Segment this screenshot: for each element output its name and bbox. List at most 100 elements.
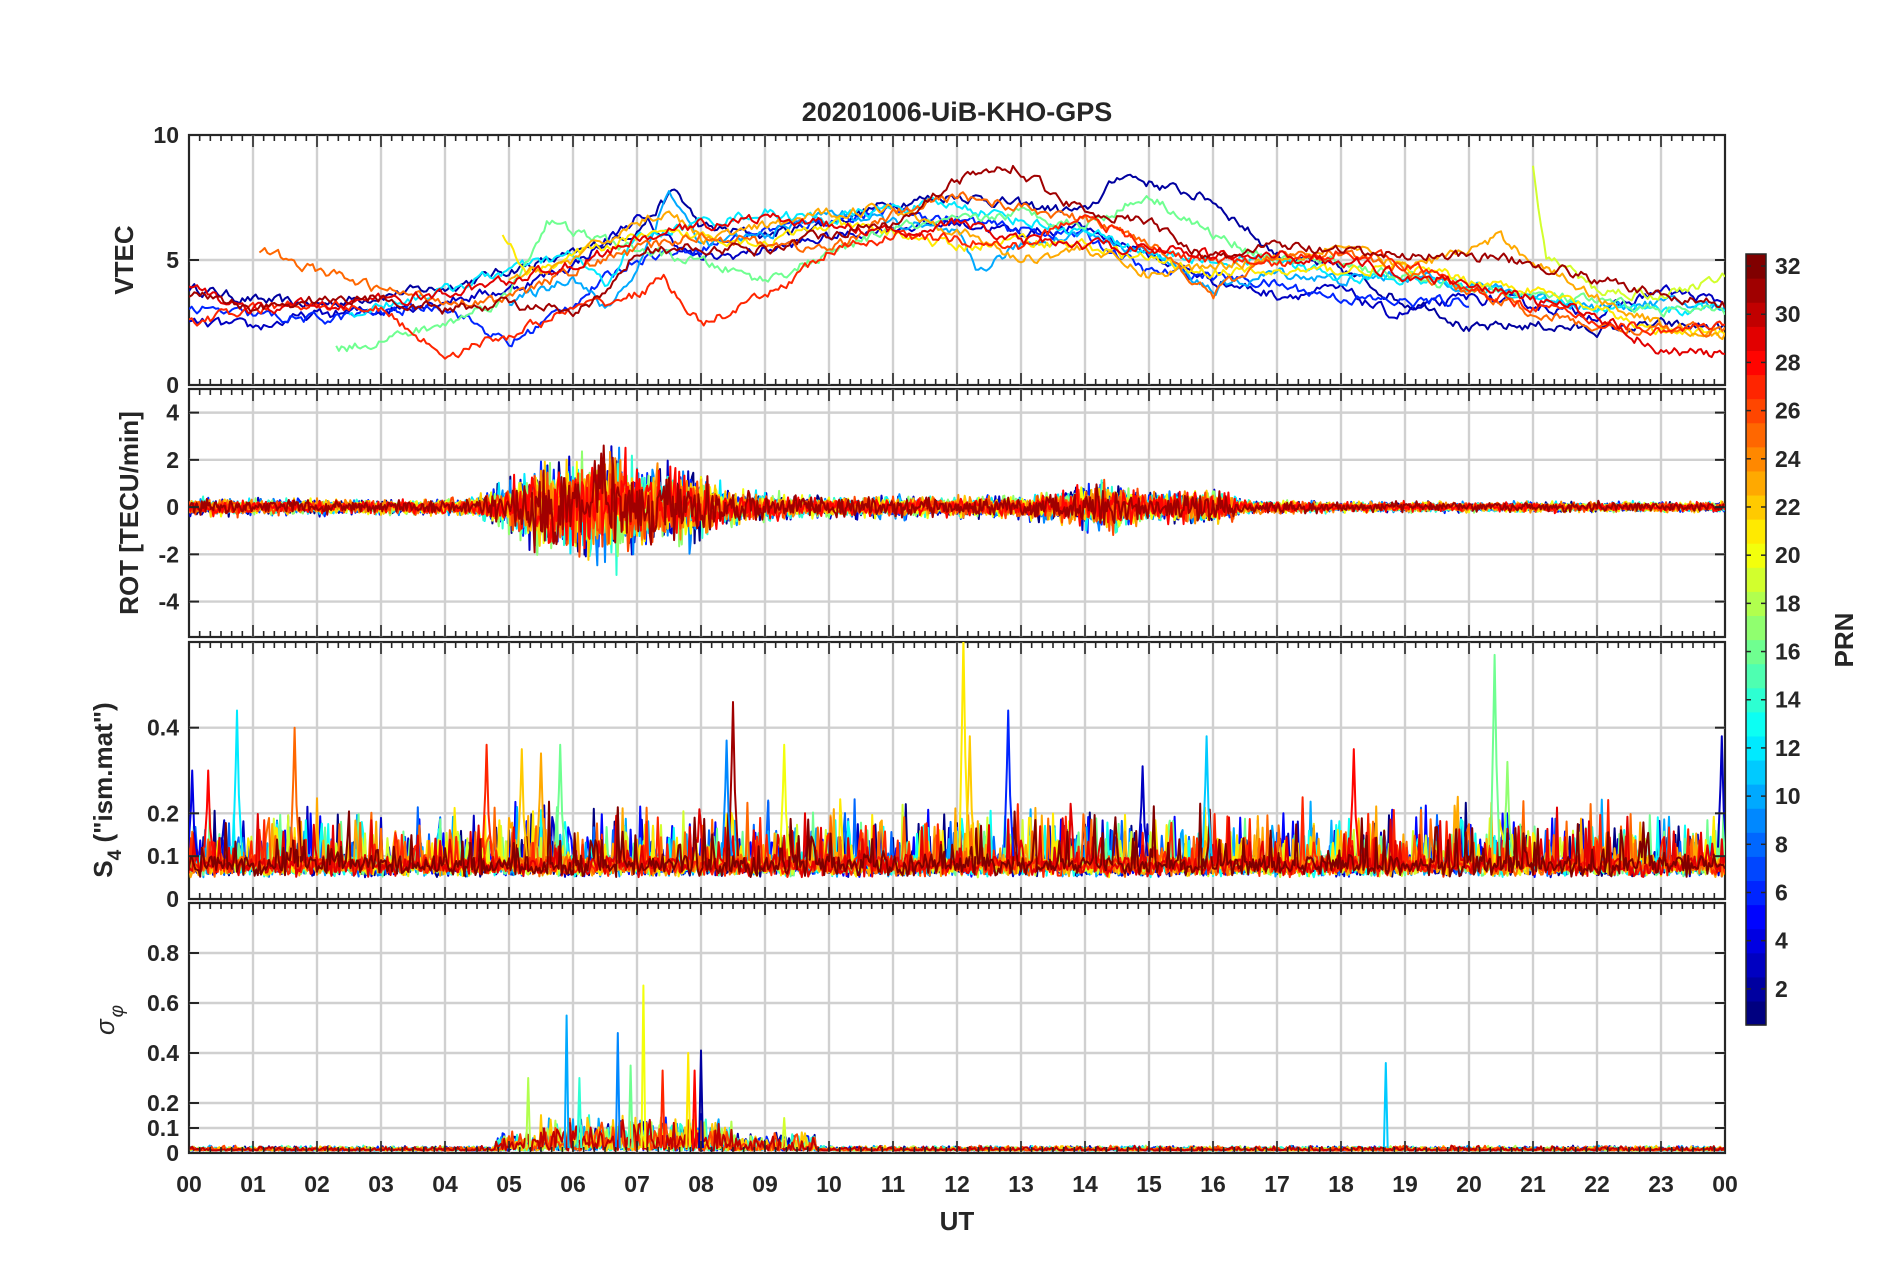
s4-spike-prn-3 xyxy=(1717,735,1725,848)
panel-rot: -4 -2 0 2 4 ROT [TECU/min] xyxy=(114,387,1727,639)
panel-vtec-grid xyxy=(189,135,1725,385)
colorbar-tick-label: 16 xyxy=(1775,639,1801,665)
panel-s4: 0 0.1 0.2 0.4 S4 ("ism.mat") xyxy=(88,640,1727,912)
s4-series-prn-27 xyxy=(189,796,1725,879)
colorbar-tick-label: 24 xyxy=(1775,446,1801,472)
s4-spike-prn-21 xyxy=(958,642,970,857)
x-tick-label: 15 xyxy=(1136,1171,1162,1197)
colorbar-cell-prn-7 xyxy=(1746,856,1766,882)
x-tick-label: 16 xyxy=(1200,1171,1226,1197)
colorbar-cell-prn-27 xyxy=(1746,374,1766,400)
colorbar-tick-label: 22 xyxy=(1775,494,1801,520)
x-tick-label: 07 xyxy=(624,1171,650,1197)
x-tick-label: 08 xyxy=(688,1171,714,1197)
panel-rot-ticks: -4 -2 0 2 4 xyxy=(159,389,1726,637)
colorbar-cell-prn-21 xyxy=(1746,519,1766,544)
sigma-phi-spike-prn-20 xyxy=(640,984,647,1149)
s4-spike-prn-3 xyxy=(1137,765,1149,857)
rot-series-prn-28 xyxy=(189,446,1725,550)
s4-spike-prn-12 xyxy=(232,709,244,857)
colorbar-cell-prn-24 xyxy=(1746,446,1766,472)
x-tick-label: 06 xyxy=(560,1171,586,1197)
panel-vtec-series xyxy=(189,164,1725,360)
s4-spike-prn-6 xyxy=(1003,709,1015,857)
s4-spike-prn-16 xyxy=(555,743,567,857)
y-tick-label: 0 xyxy=(166,494,179,520)
colorbar-cell-prn-6 xyxy=(1746,880,1766,906)
colorbar-cell-prn-4 xyxy=(1746,928,1766,954)
rot-ylabel: ROT [TECU/min] xyxy=(114,411,144,615)
s4-series-prn-32 xyxy=(189,800,1725,878)
colorbar-tick-label: 28 xyxy=(1775,349,1801,375)
y-tick-label: 5 xyxy=(166,247,179,273)
colorbar-cell-prn-16 xyxy=(1746,639,1766,665)
colorbar-tick-label: 18 xyxy=(1775,590,1801,616)
s4-ylabel: S4 ("ism.mat") xyxy=(88,702,126,877)
y-tick-label: 10 xyxy=(153,122,179,148)
y-tick-label: 0.2 xyxy=(147,800,179,826)
y-tick-label: 0 xyxy=(166,1140,179,1166)
panel-sigma-phi-ticks: 00.10.2 0.4 0.6 0.8 xyxy=(147,903,1726,1166)
rot-series-prn-31 xyxy=(189,444,1725,554)
chart-title: 20201006-UiB-KHO-GPS xyxy=(802,97,1113,127)
colorbar-tick-label: 26 xyxy=(1775,398,1801,424)
colorbar-cell-prn-14 xyxy=(1746,687,1766,713)
panel-s4-series xyxy=(189,642,1725,879)
y-tick-label: 2 xyxy=(166,447,179,473)
sigma-phi-spike-prn-9 xyxy=(614,1032,621,1149)
x-tick-label: 19 xyxy=(1392,1171,1418,1197)
s4-spike-prn-28 xyxy=(203,769,215,857)
x-tick-label: 09 xyxy=(752,1171,778,1197)
s4-spike-prn-20 xyxy=(779,743,791,857)
sigma-phi-spike-prn-28 xyxy=(691,1069,698,1149)
colorbar-label: PRN xyxy=(1829,613,1859,668)
sigma-phi-spike-prn-27 xyxy=(659,1069,666,1149)
colorbar-cell-prn-3 xyxy=(1746,952,1766,978)
s4-ylabel-sub: 4 xyxy=(105,849,126,860)
s4-ylabel-rest: ("ism.mat") xyxy=(88,702,118,849)
colorbar-cell-prn-1 xyxy=(1746,1000,1766,1026)
sigma-phi-spike-prn-21 xyxy=(685,1052,692,1149)
x-tick-label: 00 xyxy=(176,1171,202,1197)
s4-ylabel-main: S xyxy=(88,860,118,877)
x-tick-label: 10 xyxy=(816,1171,842,1197)
sigma-phi-ylabel: σφ xyxy=(90,1005,128,1035)
s4-spike-prn-31 xyxy=(728,701,740,857)
colorbar-tick-label: 32 xyxy=(1775,253,1801,279)
vtec-series-prn-29 xyxy=(189,212,1725,359)
s4-series-prn-29 xyxy=(189,802,1725,879)
colorbar-cell-prn-30 xyxy=(1746,302,1766,327)
colorbar-cell-prn-19 xyxy=(1746,567,1766,592)
y-tick-label: 0.4 xyxy=(147,715,179,741)
sigma-phi-spike-prn-2 xyxy=(698,1049,704,1149)
x-tick-label: 01 xyxy=(240,1171,266,1197)
sigma-phi-spike-prn-11 xyxy=(1382,1062,1389,1149)
x-tick-label: 18 xyxy=(1328,1171,1354,1197)
colorbar-tick-label: 20 xyxy=(1775,542,1801,568)
s4-spike-prn-23 xyxy=(536,752,548,857)
colorbar-cells xyxy=(1746,254,1766,1026)
panel-s4-ticks: 0 0.1 0.2 0.4 xyxy=(147,642,1726,912)
y-tick-label: 0.1 xyxy=(147,843,179,869)
colorbar-cell-prn-12 xyxy=(1746,735,1766,761)
colorbar-cell-prn-25 xyxy=(1746,422,1766,448)
s4-spike-prn-22 xyxy=(517,748,528,857)
s4-spike-prn-4 xyxy=(189,769,199,857)
s4-spike-prn-22 xyxy=(965,735,976,857)
x-tick-labels: 00 01 02 03 04 05 06 07 08 09 10 11 12 13 14 15 16 17 18 19… xyxy=(176,1171,1738,1197)
colorbar-cell-prn-11 xyxy=(1746,759,1766,785)
colorbar-cell-prn-18 xyxy=(1746,591,1766,616)
sigma-phi-spike-prn-10 xyxy=(563,1014,570,1149)
y-tick-label: 0.8 xyxy=(147,940,179,966)
y-tick-label: -4 xyxy=(159,589,180,615)
x-axis-label: UT xyxy=(940,1206,975,1236)
s4-spike-prn-17 xyxy=(1502,760,1514,857)
y-tick-label: 0.1 xyxy=(147,1115,179,1141)
colorbar-cell-prn-29 xyxy=(1746,326,1766,351)
colorbar-cell-prn-26 xyxy=(1746,398,1766,424)
sigma-phi-ylabel-main: σ xyxy=(90,1018,120,1035)
colorbar-cell-prn-13 xyxy=(1746,711,1766,737)
x-tick-label: 13 xyxy=(1008,1171,1034,1197)
